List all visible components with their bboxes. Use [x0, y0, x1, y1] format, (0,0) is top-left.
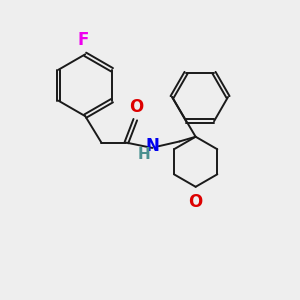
Text: N: N	[146, 137, 159, 155]
Text: H: H	[138, 147, 151, 162]
Text: O: O	[130, 98, 144, 116]
Text: F: F	[77, 31, 88, 49]
Text: O: O	[188, 193, 203, 211]
